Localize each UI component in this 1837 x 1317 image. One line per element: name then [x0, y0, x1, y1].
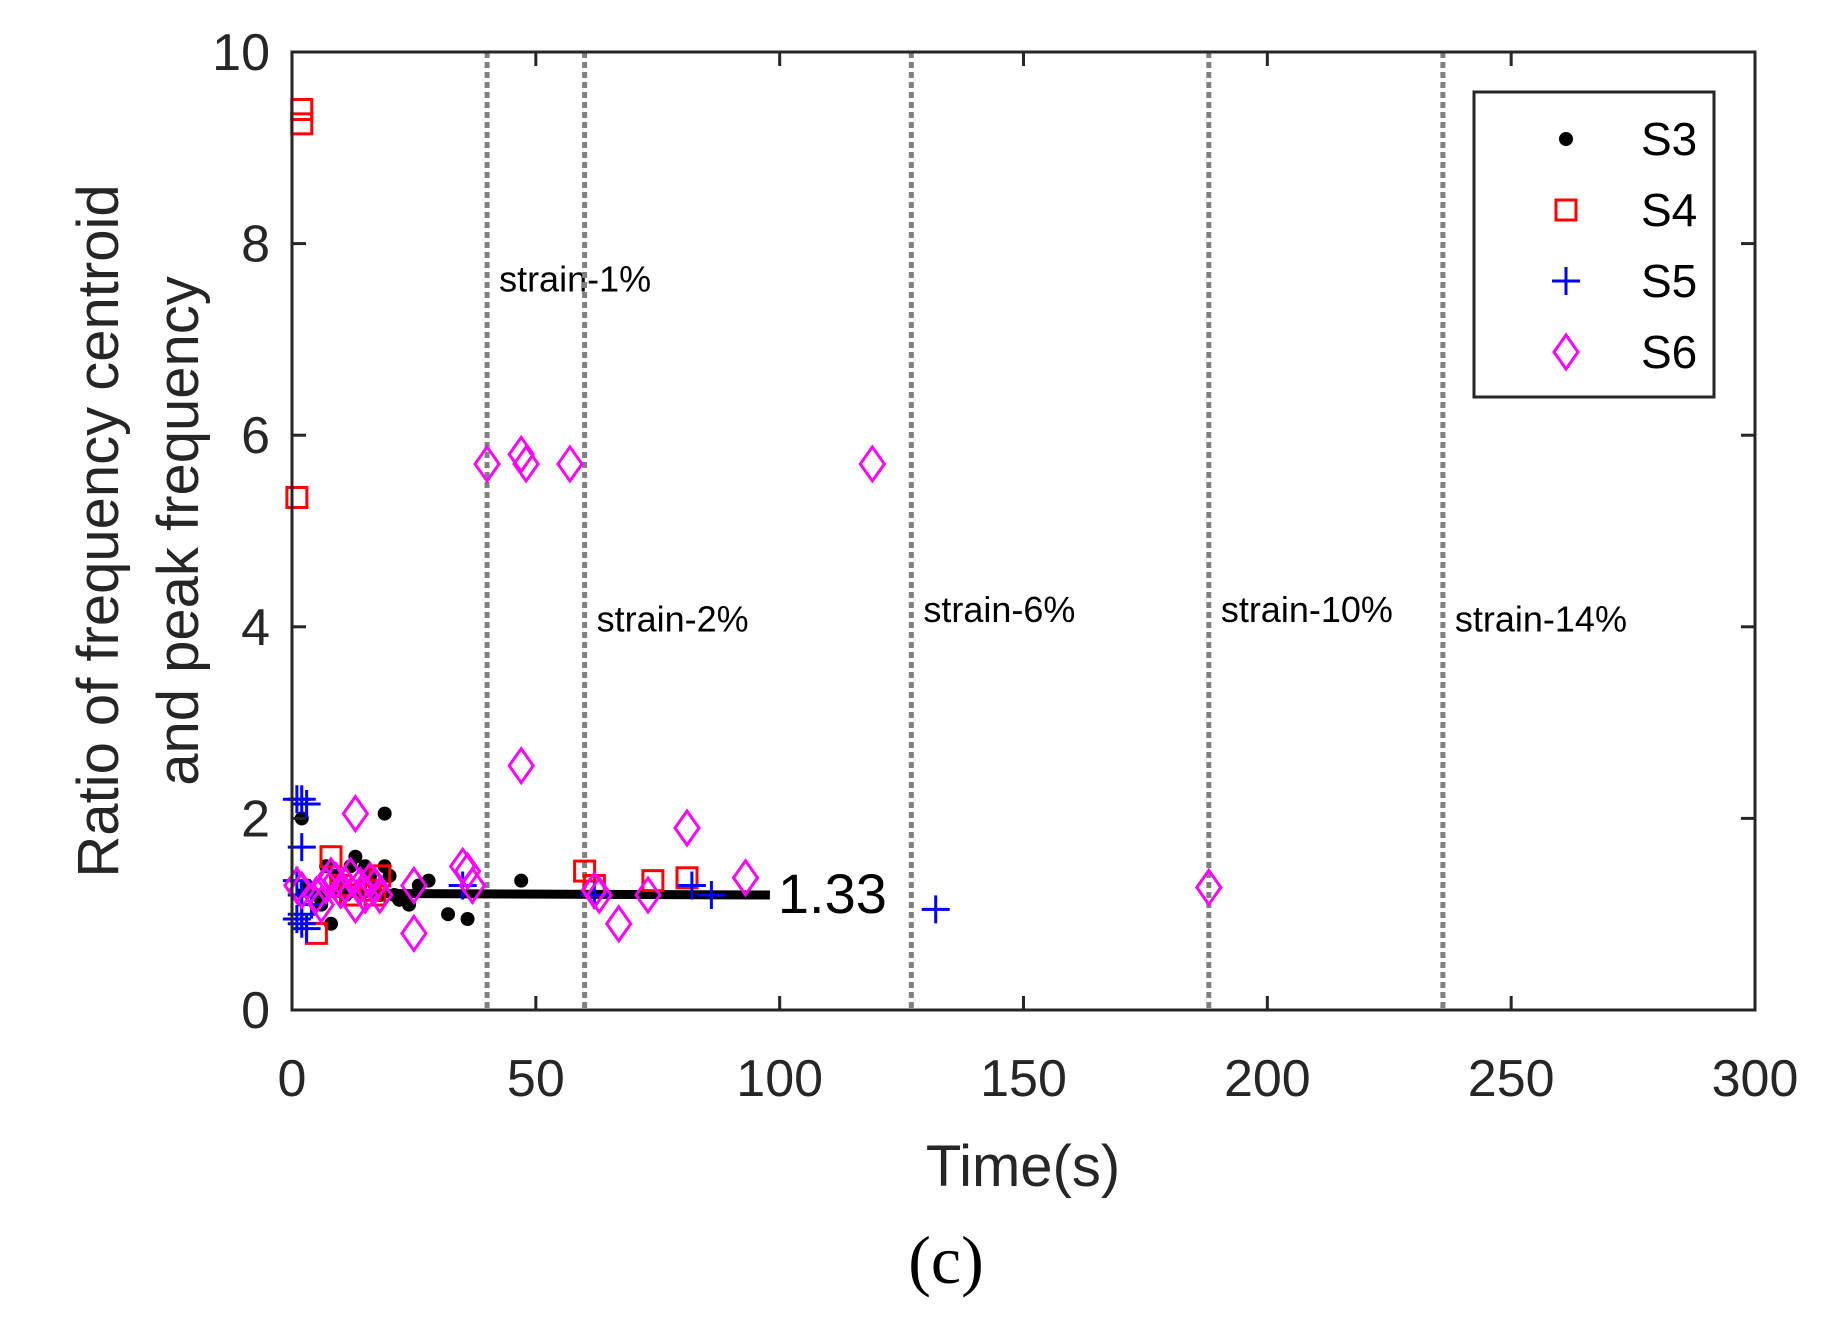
strain-label-3: strain-10%: [1221, 589, 1393, 630]
legend-entry-s6: S6: [1552, 326, 1697, 378]
y-tick-label: 6: [241, 407, 270, 465]
point-s6: [507, 434, 536, 474]
series-s6: [283, 434, 1223, 953]
point-s5: [697, 881, 726, 910]
legend-entry-s5: S5: [1552, 255, 1697, 307]
point-s3: [514, 873, 529, 888]
figure-caption: (c): [908, 1222, 983, 1298]
legend-marker-s3: [1559, 132, 1573, 146]
point-s6: [731, 858, 760, 898]
point-s6: [473, 444, 501, 484]
legend-marker-s4: [1554, 198, 1578, 222]
point-s3: [441, 907, 456, 922]
point-s4: [319, 845, 343, 869]
point-s6: [322, 861, 350, 901]
x-tick-label: 0: [278, 1050, 307, 1108]
point-s6: [507, 746, 536, 786]
point-s6: [858, 444, 887, 484]
legend-entry-s4: S4: [1554, 184, 1697, 236]
x-tick-label: 100: [736, 1050, 823, 1108]
legend-label-s5: S5: [1641, 255, 1697, 307]
point-s3: [377, 806, 392, 821]
point-s6: [604, 904, 633, 944]
point-s6: [634, 875, 662, 915]
legend-marker-s5: [1552, 267, 1580, 295]
point-s6: [556, 444, 584, 484]
point-s6: [400, 913, 428, 953]
trend-line-label: 1.33: [778, 862, 887, 925]
strain-label-0: strain-1%: [499, 259, 651, 300]
strain-label-4: strain-14%: [1455, 599, 1627, 640]
strain-label-1: strain-2%: [597, 599, 749, 640]
point-s6: [400, 865, 428, 906]
point-s6: [1194, 867, 1223, 907]
y-axis-title-line-2: and peak frequency: [146, 276, 211, 785]
point-s5: [292, 914, 321, 943]
point-s6: [312, 865, 340, 906]
point-s4: [641, 869, 665, 893]
point-s4: [675, 866, 699, 890]
point-s5: [921, 895, 950, 924]
legend-entry-s3: S3: [1559, 113, 1697, 165]
legend-marker-s6: [1552, 332, 1580, 372]
y-tick-label: 10: [212, 24, 270, 82]
legend-box: [1472, 90, 1716, 399]
y-tick-label: 4: [241, 599, 270, 657]
point-s3: [460, 911, 475, 926]
point-s6: [453, 851, 482, 891]
point-s6: [673, 808, 701, 848]
point-s6: [585, 875, 614, 915]
x-tick-label: 300: [1712, 1050, 1799, 1108]
x-tick-label: 150: [980, 1050, 1067, 1108]
x-tick-label: 250: [1468, 1050, 1555, 1108]
strain-label-2: strain-6%: [923, 589, 1075, 630]
legend-label-s4: S4: [1641, 184, 1697, 236]
point-s6: [302, 875, 331, 915]
legend-label-s6: S6: [1641, 326, 1697, 378]
y-axis-title-line-1: Ratio of frequency centroid: [66, 184, 131, 877]
strain-markers: strain-1% strain-2% strain-6% strain-10% str…: [484, 52, 1627, 1010]
point-s6: [458, 865, 487, 906]
point-s6: [341, 794, 370, 834]
point-s6: [287, 870, 316, 910]
x-tick-label: 50: [507, 1050, 565, 1108]
point-s4: [285, 485, 309, 509]
point-s5: [677, 871, 706, 900]
y-tick-label: 2: [241, 790, 270, 848]
x-tick-label: 200: [1224, 1050, 1311, 1108]
legend-label-s3: S3: [1641, 113, 1697, 165]
axis-ticks: 0 50 100 150 200 250 300 0 2 4 6 8 10: [212, 24, 1798, 1108]
y-tick-label: 8: [241, 216, 270, 274]
legend: S3 S4 S5 S6: [1472, 90, 1716, 399]
point-s5: [292, 790, 321, 819]
point-s6: [512, 444, 540, 484]
y-tick-label: 0: [241, 982, 270, 1040]
x-axis-title: Time(s): [926, 1134, 1120, 1199]
point-s6: [365, 875, 394, 915]
data-points: [282, 97, 1223, 953]
point-s6: [361, 865, 389, 906]
